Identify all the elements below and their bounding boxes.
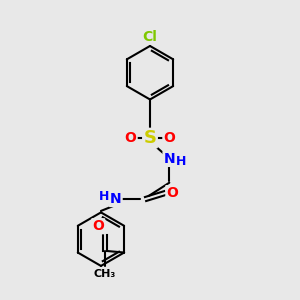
Text: O: O <box>164 131 175 145</box>
Text: H: H <box>99 190 110 203</box>
Text: S: S <box>143 129 157 147</box>
Text: O: O <box>125 131 136 145</box>
Text: H: H <box>176 155 186 168</box>
Text: O: O <box>166 186 178 200</box>
Text: O: O <box>92 219 104 233</box>
Text: N: N <box>164 152 175 166</box>
Text: CH₃: CH₃ <box>94 269 116 280</box>
Text: Cl: Cl <box>142 30 158 44</box>
Text: N: N <box>110 192 122 206</box>
